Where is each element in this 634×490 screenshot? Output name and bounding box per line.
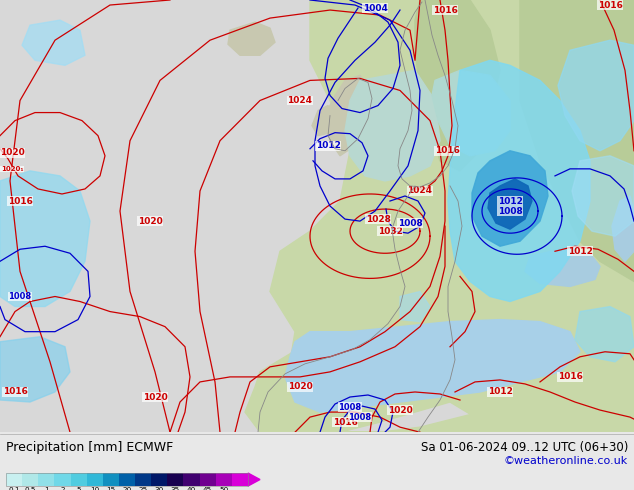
Bar bbox=[183, 473, 200, 486]
Text: 1016: 1016 bbox=[3, 388, 27, 396]
Text: 1020: 1020 bbox=[387, 406, 412, 415]
Bar bbox=[167, 473, 183, 486]
Text: 1020: 1020 bbox=[0, 148, 24, 157]
Polygon shape bbox=[228, 22, 275, 55]
Text: 1008: 1008 bbox=[498, 207, 522, 216]
Bar bbox=[103, 473, 119, 486]
Text: Sa 01-06-2024 09..12 UTC (06+30): Sa 01-06-2024 09..12 UTC (06+30) bbox=[420, 441, 628, 454]
Polygon shape bbox=[260, 0, 634, 432]
Text: 50: 50 bbox=[219, 487, 228, 490]
Text: 0.1: 0.1 bbox=[8, 487, 20, 490]
Text: 1: 1 bbox=[44, 487, 49, 490]
Polygon shape bbox=[248, 473, 260, 486]
Bar bbox=[55, 473, 70, 486]
Text: 1016: 1016 bbox=[8, 196, 32, 205]
Text: 5: 5 bbox=[76, 487, 81, 490]
Text: 1016: 1016 bbox=[432, 5, 458, 15]
Polygon shape bbox=[345, 71, 440, 181]
Text: 1008: 1008 bbox=[349, 413, 372, 421]
Polygon shape bbox=[280, 392, 634, 432]
Bar bbox=[119, 473, 135, 486]
Text: 1012: 1012 bbox=[316, 141, 340, 150]
Polygon shape bbox=[0, 171, 90, 307]
Polygon shape bbox=[245, 342, 360, 432]
Polygon shape bbox=[520, 0, 634, 281]
Text: 1016: 1016 bbox=[598, 0, 623, 9]
Bar bbox=[22, 473, 38, 486]
Text: 1016: 1016 bbox=[333, 417, 358, 427]
Polygon shape bbox=[432, 71, 510, 156]
Text: 1024: 1024 bbox=[408, 187, 432, 196]
Text: 1020: 1020 bbox=[138, 217, 162, 225]
Text: Precipitation [mm] ECMWF: Precipitation [mm] ECMWF bbox=[6, 441, 173, 454]
Text: 40: 40 bbox=[187, 487, 196, 490]
Text: 1004: 1004 bbox=[363, 3, 387, 13]
Polygon shape bbox=[472, 151, 548, 246]
Text: 1020: 1020 bbox=[288, 383, 313, 392]
Text: 1008: 1008 bbox=[8, 292, 32, 301]
Text: 1016: 1016 bbox=[434, 146, 460, 155]
Polygon shape bbox=[558, 40, 634, 151]
Polygon shape bbox=[415, 0, 500, 171]
Text: 30: 30 bbox=[155, 487, 164, 490]
Polygon shape bbox=[572, 156, 634, 236]
Text: 1012: 1012 bbox=[567, 247, 592, 256]
Text: 1020: 1020 bbox=[143, 392, 167, 401]
Bar bbox=[70, 473, 87, 486]
Polygon shape bbox=[312, 105, 333, 136]
Text: 20: 20 bbox=[122, 487, 132, 490]
Bar bbox=[6, 473, 22, 486]
Polygon shape bbox=[525, 249, 600, 287]
Text: 10: 10 bbox=[90, 487, 100, 490]
Polygon shape bbox=[448, 60, 590, 301]
Text: 35: 35 bbox=[171, 487, 180, 490]
Text: 1028: 1028 bbox=[366, 215, 391, 223]
Text: 1012: 1012 bbox=[488, 388, 512, 396]
Text: 15: 15 bbox=[107, 487, 115, 490]
Text: ©weatheronline.co.uk: ©weatheronline.co.uk bbox=[504, 456, 628, 466]
Text: 45: 45 bbox=[203, 487, 212, 490]
Polygon shape bbox=[415, 131, 432, 166]
Polygon shape bbox=[612, 196, 634, 261]
Polygon shape bbox=[325, 75, 370, 156]
Text: 1008: 1008 bbox=[398, 219, 422, 228]
Bar bbox=[151, 473, 167, 486]
Bar bbox=[38, 473, 55, 486]
Text: 0.5: 0.5 bbox=[25, 487, 36, 490]
Bar bbox=[216, 473, 232, 486]
Bar bbox=[200, 473, 216, 486]
Text: 1012: 1012 bbox=[498, 196, 522, 205]
Text: 1032: 1032 bbox=[378, 227, 403, 236]
Polygon shape bbox=[22, 20, 85, 65]
Polygon shape bbox=[285, 319, 580, 412]
Text: 1016: 1016 bbox=[557, 372, 583, 381]
Text: 1008: 1008 bbox=[339, 403, 361, 412]
Bar bbox=[87, 473, 103, 486]
Polygon shape bbox=[575, 307, 634, 362]
Polygon shape bbox=[400, 292, 430, 321]
Bar bbox=[135, 473, 151, 486]
Text: 1024: 1024 bbox=[287, 96, 313, 105]
Polygon shape bbox=[0, 337, 70, 402]
Text: 1020₁: 1020₁ bbox=[1, 166, 23, 172]
Polygon shape bbox=[488, 179, 532, 229]
Text: 2: 2 bbox=[60, 487, 65, 490]
Bar bbox=[232, 473, 248, 486]
Text: 25: 25 bbox=[138, 487, 148, 490]
Bar bbox=[6, 473, 248, 486]
